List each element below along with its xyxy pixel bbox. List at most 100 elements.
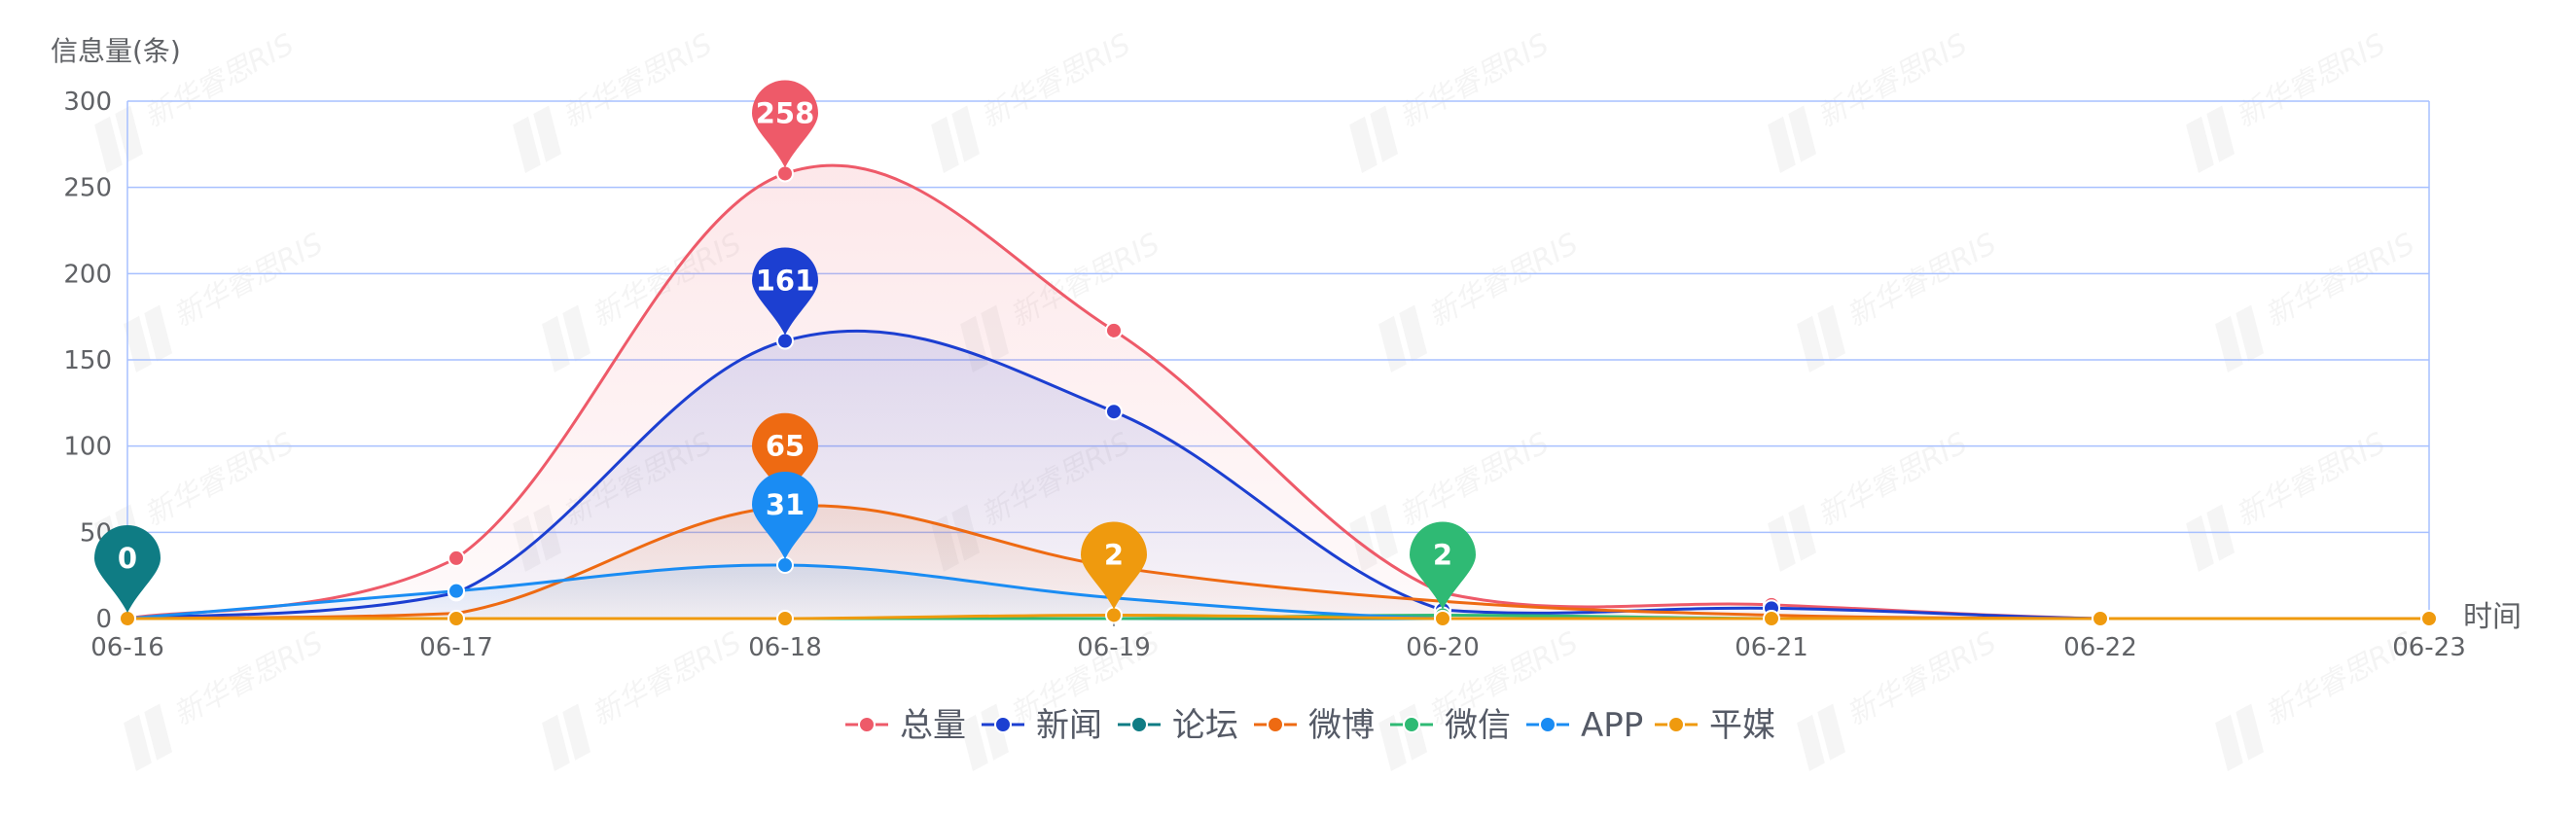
data-point[interactable]: [119, 610, 136, 627]
legend-item[interactable]: 新闻: [982, 706, 1102, 745]
peak-marker-label: 258: [756, 96, 815, 129]
data-point[interactable]: [776, 556, 794, 575]
data-point[interactable]: [2420, 610, 2438, 627]
peak-marker-shape: [93, 524, 161, 613]
legend-label: APP: [1581, 706, 1643, 745]
legend: 总量 新闻 论坛 微博 微信 APP 平媒: [845, 706, 1775, 745]
x-tick-label: 06-23: [2392, 633, 2466, 662]
legend-swatch-dot: [1130, 716, 1148, 733]
peak-marker-label: 161: [756, 264, 815, 297]
legend-item[interactable]: APP: [1526, 706, 1643, 745]
watermark-text: 新华睿思RIS: [2231, 27, 2391, 134]
legend-item[interactable]: 平媒: [1655, 706, 1775, 745]
data-point[interactable]: [1105, 606, 1123, 624]
legend-item[interactable]: 总量: [845, 706, 966, 745]
peak-marker-shape: [1081, 521, 1147, 610]
watermark-tile: 新华睿思RIS: [513, 27, 718, 173]
watermark-logo: [1768, 105, 1817, 173]
watermark-tile: 新华睿思RIS: [124, 227, 329, 373]
series-lines: [126, 163, 2429, 621]
peak-marker-shape: [752, 247, 818, 336]
peak-marker-label: 31: [766, 488, 805, 521]
data-point[interactable]: [1434, 610, 1451, 627]
data-point[interactable]: [447, 610, 465, 627]
y-tick-label: 100: [63, 433, 112, 462]
peak-marker[interactable]: 161: [752, 247, 818, 336]
watermark-logo: [1797, 304, 1846, 373]
x-tick-label: 06-22: [2063, 633, 2137, 662]
peak-marker[interactable]: 2: [1410, 521, 1476, 610]
watermark-logo: [2215, 703, 2265, 771]
series-line: [127, 613, 2429, 621]
peak-marker[interactable]: 0: [93, 524, 161, 613]
data-point[interactable]: [776, 164, 794, 183]
y-tick-label: 0: [95, 605, 112, 634]
legend-label: 总量: [900, 706, 966, 745]
legend-swatch-dot: [994, 716, 1012, 733]
peak-marker-shape: [752, 472, 818, 560]
x-axis-ticks: 06-16 06-17 06-18 06-19 06-20 06-21 06-22 06-23: [90, 619, 2466, 662]
legend-label: 微博: [1308, 706, 1375, 745]
x-tick-label: 06-19: [1077, 633, 1151, 662]
peak-marker-label: 65: [766, 430, 805, 463]
watermark-logo: [1797, 703, 1846, 771]
x-axis-label: 时间: [2463, 600, 2522, 634]
legend-label: 平媒: [1709, 706, 1775, 745]
data-point[interactable]: [776, 610, 794, 627]
watermark-tile: 新华睿思RIS: [1797, 227, 2002, 373]
data-point[interactable]: [776, 332, 794, 350]
legend-swatch-dot: [1539, 716, 1556, 733]
data-point[interactable]: [447, 549, 465, 567]
watermark-text: 新华睿思RIS: [139, 426, 300, 533]
watermark-tile: 新华睿思RIS: [2215, 227, 2420, 373]
watermark-text: 新华睿思RIS: [1812, 426, 1973, 533]
watermark-logo: [94, 105, 144, 173]
legend-label: 论坛: [1172, 706, 1238, 745]
legend-item[interactable]: 论坛: [1118, 706, 1238, 745]
legend-label: 新闻: [1036, 706, 1102, 745]
peak-marker-shape: [1410, 521, 1476, 610]
legend-swatch-dot: [1403, 716, 1420, 733]
watermark-text: 新华睿思RIS: [1394, 426, 1555, 533]
watermark-tile: 新华睿思RIS: [1349, 27, 1555, 173]
data-point[interactable]: [1105, 321, 1123, 339]
legend-swatch-dot: [1267, 716, 1284, 733]
peak-marker[interactable]: 31: [752, 472, 818, 560]
watermark-logo: [2186, 504, 2236, 572]
peak-marker[interactable]: 258: [752, 80, 818, 168]
watermark-logo: [1768, 504, 1817, 572]
x-tick-label: 06-17: [419, 633, 493, 662]
watermark-tile: 新华睿思RIS: [2186, 27, 2391, 173]
y-tick-label: 300: [63, 88, 112, 117]
watermark-text: 新华睿思RIS: [2260, 227, 2420, 334]
x-tick-label: 06-16: [90, 633, 164, 662]
legend-swatch-dot: [1667, 716, 1685, 733]
watermark-logo: [2215, 304, 2265, 373]
watermark-tile: 新华睿思RIS: [1797, 625, 2002, 771]
legend-label: 微信: [1445, 706, 1511, 745]
peak-marker-shape: [752, 80, 818, 168]
watermark-logo: [931, 105, 981, 173]
peak-marker-label: 2: [1433, 538, 1452, 571]
peak-marker[interactable]: 2: [1081, 521, 1147, 610]
x-tick-label: 06-20: [1406, 633, 1480, 662]
watermark-text: 新华睿思RIS: [1423, 227, 1584, 334]
data-point[interactable]: [447, 582, 465, 600]
peak-marker[interactable]: 65: [752, 412, 818, 501]
watermark-text: 新华睿思RIS: [1842, 227, 2002, 334]
y-tick-label: 250: [63, 174, 112, 203]
data-point[interactable]: [1105, 403, 1123, 421]
legend-item[interactable]: 微博: [1254, 706, 1375, 745]
watermark-tile: 新华睿思RIS: [1378, 227, 1584, 373]
data-point[interactable]: [2092, 610, 2109, 627]
watermark-logo: [513, 105, 562, 173]
data-point[interactable]: [1763, 610, 1780, 627]
peak-markers: 258 161 0 65 2 31 2: [93, 80, 1476, 613]
watermark-logo: [124, 703, 173, 771]
peak-marker-label: 2: [1104, 538, 1124, 571]
watermark-text: 新华睿思RIS: [1394, 27, 1555, 134]
legend-item[interactable]: 微信: [1390, 706, 1511, 745]
watermark-text: 新华睿思RIS: [168, 625, 329, 732]
series-area: [127, 564, 2429, 619]
